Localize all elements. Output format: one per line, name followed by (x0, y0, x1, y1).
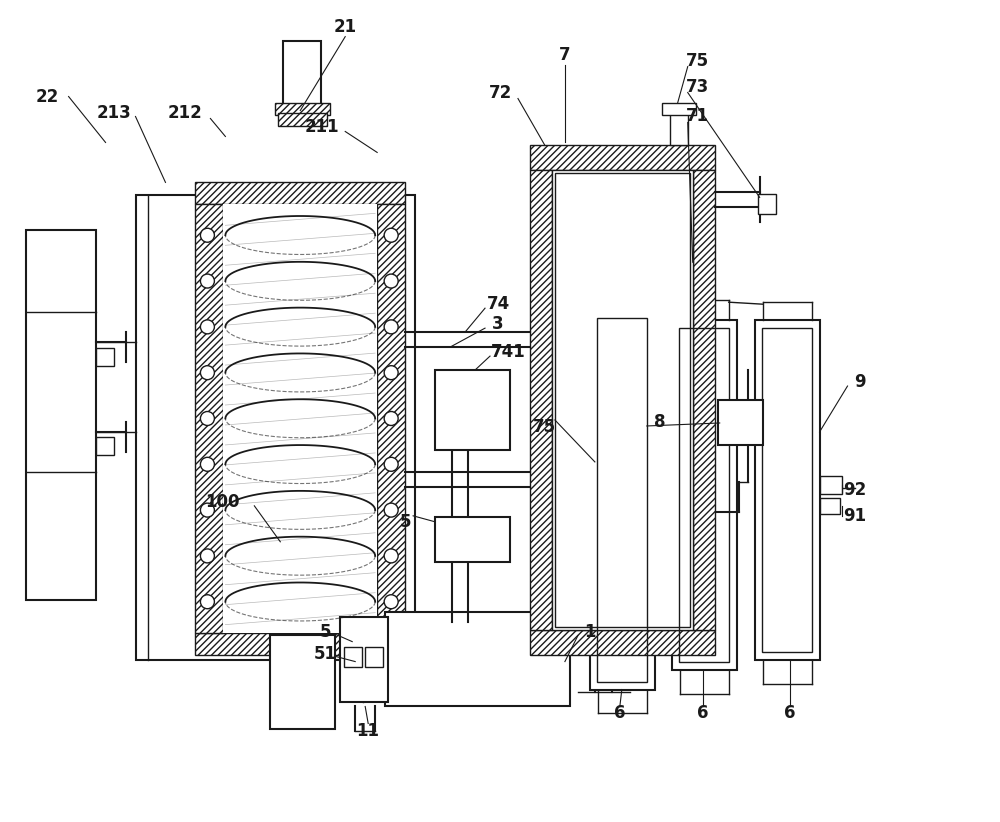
Circle shape (200, 412, 214, 426)
Bar (590, 310, 655, 690)
Bar (136, 196, 415, 659)
Text: 213: 213 (96, 104, 131, 122)
Circle shape (384, 274, 398, 288)
Bar (679, 328, 729, 662)
Text: 11: 11 (357, 723, 380, 741)
Bar (555, 173, 690, 626)
Text: 72: 72 (488, 84, 512, 102)
Bar (530, 145, 715, 170)
Text: 212: 212 (168, 104, 203, 122)
Bar (385, 612, 570, 706)
Bar (377, 205, 405, 633)
Bar (223, 205, 377, 633)
Text: 92: 92 (843, 481, 866, 499)
Text: 75: 75 (533, 418, 556, 436)
Text: 100: 100 (205, 493, 240, 510)
Bar (670, 110, 688, 145)
Bar (96, 348, 114, 366)
Bar (762, 328, 812, 652)
Circle shape (384, 549, 398, 563)
Circle shape (200, 274, 214, 288)
Bar (96, 437, 114, 455)
Circle shape (384, 229, 398, 242)
Text: 75: 75 (686, 52, 709, 70)
Circle shape (200, 595, 214, 609)
Bar (195, 633, 405, 654)
Circle shape (200, 229, 214, 242)
Bar (435, 370, 510, 450)
Text: 211: 211 (305, 118, 340, 136)
Circle shape (384, 457, 398, 471)
Text: 21: 21 (334, 17, 357, 35)
Text: 8: 8 (654, 413, 666, 431)
Bar (530, 170, 552, 630)
Bar (672, 320, 737, 670)
Bar (195, 205, 223, 633)
Circle shape (200, 549, 214, 563)
Text: 7: 7 (559, 45, 571, 63)
Circle shape (384, 320, 398, 334)
Circle shape (200, 503, 214, 517)
Text: 741: 741 (491, 343, 525, 361)
Circle shape (200, 366, 214, 380)
Bar (693, 170, 715, 630)
Bar (435, 517, 510, 561)
Bar (270, 635, 335, 729)
Circle shape (200, 457, 214, 471)
Bar (758, 194, 776, 215)
Bar (597, 318, 647, 681)
Bar (340, 616, 388, 701)
Text: 6: 6 (697, 704, 708, 723)
Text: 5: 5 (319, 622, 331, 640)
Bar (530, 630, 715, 654)
Circle shape (200, 320, 214, 334)
Text: 22: 22 (36, 87, 59, 105)
Bar (26, 230, 96, 600)
Circle shape (384, 503, 398, 517)
Text: 3: 3 (492, 315, 504, 333)
Circle shape (384, 412, 398, 426)
Bar (278, 113, 327, 127)
Circle shape (384, 366, 398, 380)
Circle shape (384, 595, 398, 609)
Bar (820, 498, 840, 514)
Bar (195, 182, 405, 205)
Text: 51: 51 (314, 644, 337, 663)
Text: 5: 5 (399, 513, 411, 531)
Bar (755, 320, 820, 659)
Bar (820, 476, 842, 494)
Bar (718, 400, 763, 445)
Text: 6: 6 (614, 704, 626, 723)
Text: 71: 71 (686, 108, 709, 126)
Text: 73: 73 (686, 77, 709, 95)
Bar (552, 170, 693, 630)
Bar (275, 103, 330, 114)
Bar (365, 647, 383, 667)
Bar (662, 103, 696, 114)
Text: 6: 6 (784, 704, 795, 723)
Bar (283, 40, 321, 110)
Bar (344, 647, 362, 667)
Text: 9: 9 (854, 373, 865, 391)
Text: 91: 91 (843, 507, 866, 524)
Text: 74: 74 (486, 295, 510, 313)
Text: 1: 1 (584, 622, 596, 640)
